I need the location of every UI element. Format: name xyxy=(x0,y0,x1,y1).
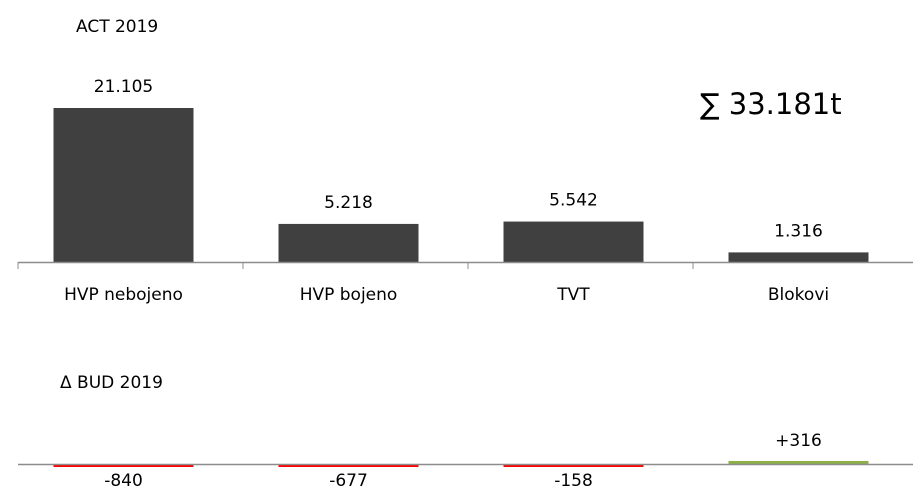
bar-blokovi xyxy=(728,252,869,262)
value-label-hvp-bojeno: 5.218 xyxy=(324,193,373,213)
category-label-blokovi: Blokovi xyxy=(768,285,829,305)
delta-value-label-blokovi: +316 xyxy=(775,431,822,451)
value-label-tvt: 5.542 xyxy=(549,191,598,211)
delta-bar-tvt xyxy=(503,464,644,467)
delta-value-label-tvt: -158 xyxy=(554,471,593,489)
bar-hvp-bojeno xyxy=(278,223,419,262)
delta-bar-hvp-nebojeno xyxy=(53,464,194,467)
category-label-hvp-nebojeno: HVP nebojeno xyxy=(64,285,183,305)
bar-hvp-nebojeno xyxy=(53,108,194,262)
delta-bar-hvp-bojeno xyxy=(278,464,419,467)
total-annotation: ∑ 33.181t xyxy=(700,87,842,121)
act-chart-title: ACT 2019 xyxy=(76,17,158,37)
category-label-tvt: TVT xyxy=(556,285,590,305)
category-label-hvp-bojeno: HVP bojeno xyxy=(300,285,398,305)
bar-tvt xyxy=(503,221,644,262)
delta-chart-title: Δ BUD 2019 xyxy=(60,373,163,393)
delta-value-label-hvp-nebojeno: -840 xyxy=(104,471,143,489)
delta-bar-blokovi xyxy=(728,461,869,464)
value-label-blokovi: 1.316 xyxy=(774,221,823,241)
delta-value-label-hvp-bojeno: -677 xyxy=(329,471,368,489)
value-label-hvp-nebojeno: 21.105 xyxy=(94,77,153,97)
